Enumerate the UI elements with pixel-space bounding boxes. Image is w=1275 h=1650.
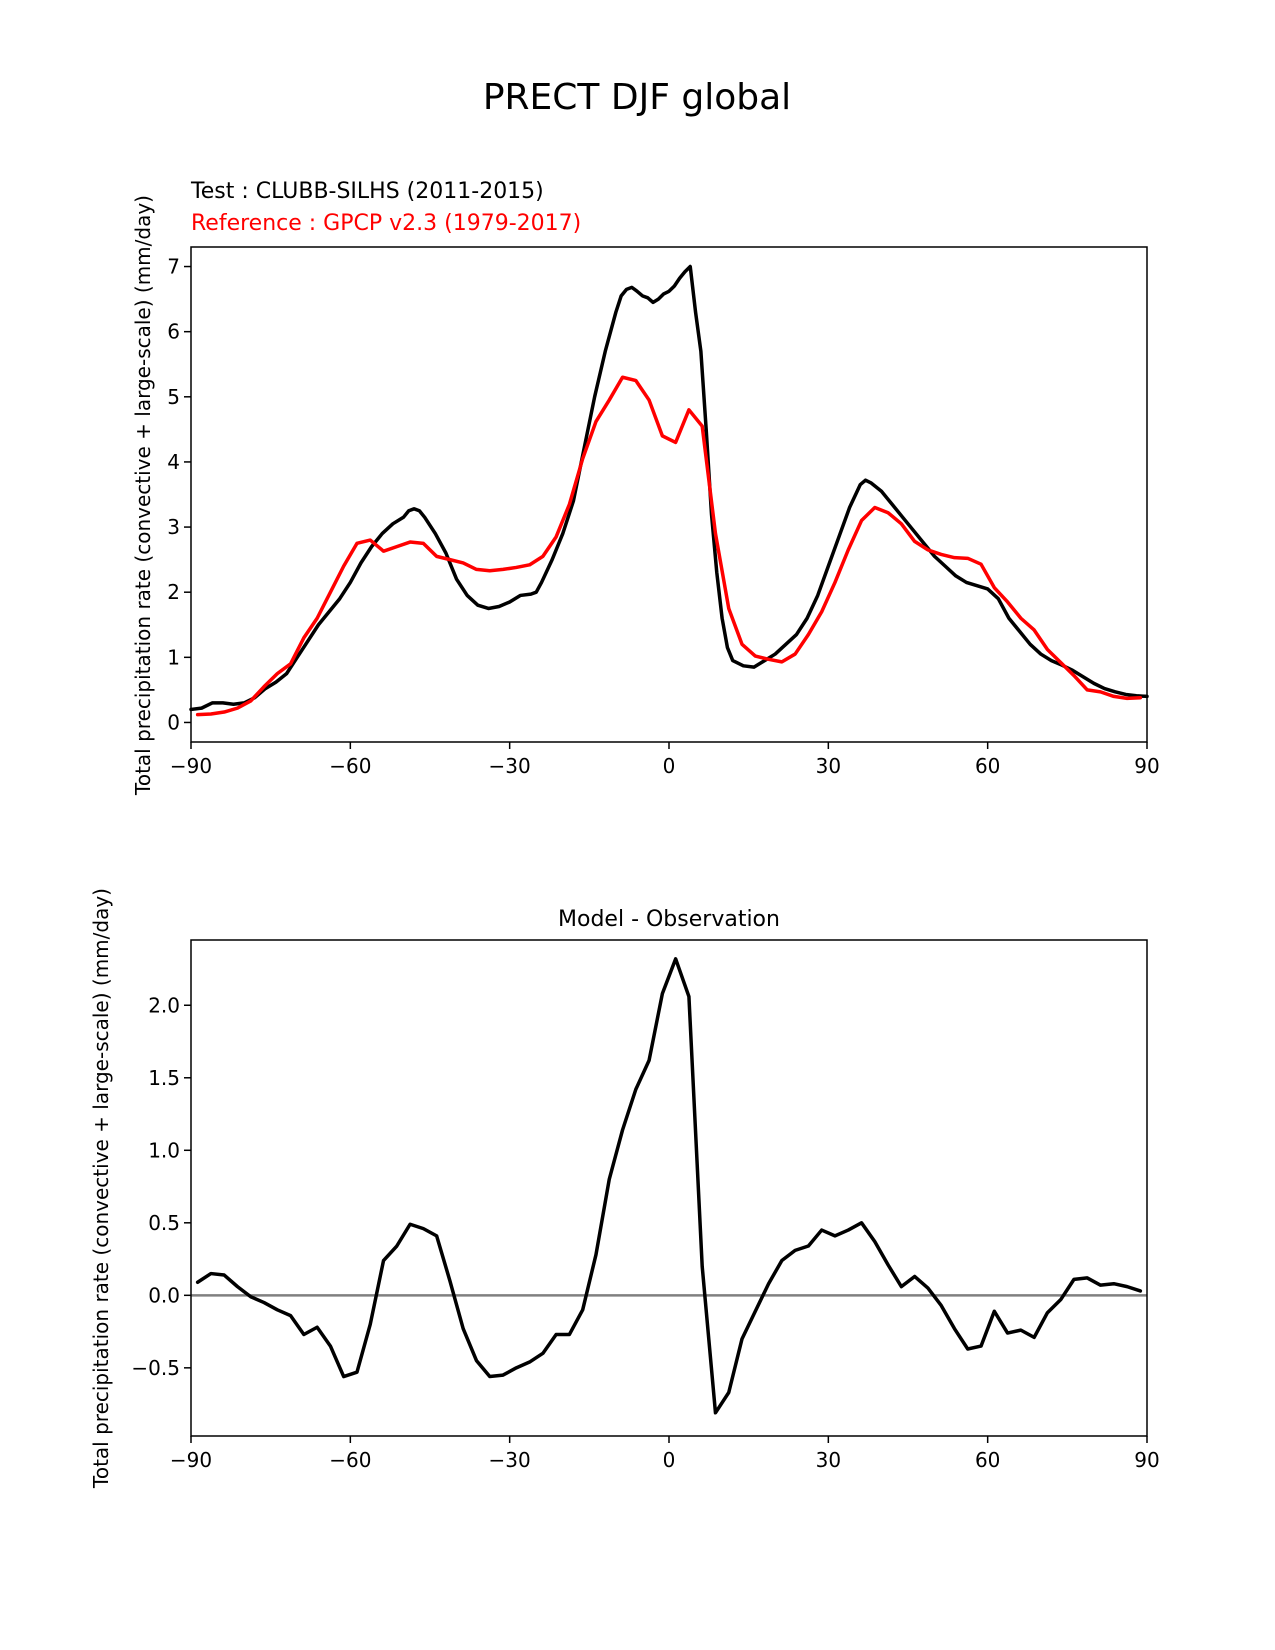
top-panel-reference-line (195, 375, 1143, 717)
bottom-panel-y-tick-label: 0.0 (148, 1283, 180, 1307)
top-panel-x-tick-label: 0 (663, 754, 676, 778)
top-panel-series-layer (189, 264, 1149, 717)
top-panel-x-tick-label: 60 (975, 754, 1000, 778)
bottom-panel-y-tick-label: 1.5 (148, 1066, 180, 1090)
top-panel-y-tick-label: 1 (167, 645, 180, 669)
bottom-panel-y-tick-label: 0.5 (148, 1211, 180, 1235)
bottom-panel-y-axis-label: Total precipitation rate (convective + l… (89, 888, 113, 1489)
bottom-panel-difference-line (195, 957, 1143, 1415)
top-panel-y-tick-label: 3 (167, 515, 180, 539)
top-panel-test-label: Test : CLUBB-SILHS (2011-2015) (190, 179, 544, 204)
top-panel-x-tick-label: 30 (816, 754, 841, 778)
bottom-panel: Model - Observation Total precipitation … (89, 888, 1160, 1489)
top-panel-y-tick-label: 7 (167, 255, 180, 279)
bottom-panel-x-tick-label: 30 (816, 1448, 841, 1472)
top-panel-y-tick-label: 6 (167, 320, 180, 344)
top-panel-x-tick-label: −90 (170, 754, 212, 778)
top-panel-y-tick-label: 0 (167, 710, 180, 734)
bottom-panel-x-tick-label: 90 (1134, 1448, 1159, 1472)
top-panel-y-tick-label: 2 (167, 580, 180, 604)
top-panel-ticks-layer: −90 −60 −30 0 30 60 90 0 1 2 3 4 5 6 7 (167, 255, 1159, 778)
bottom-panel-y-tick-label: 1.0 (148, 1138, 180, 1162)
top-panel-y-tick-label: 5 (167, 385, 180, 409)
bottom-panel-x-tick-label: −90 (170, 1448, 212, 1472)
top-panel-x-tick-label: −60 (329, 754, 371, 778)
bottom-panel-x-tick-label: −30 (489, 1448, 531, 1472)
bottom-panel-y-tick-label: 2.0 (148, 993, 180, 1017)
bottom-panel-series-layer (191, 957, 1147, 1415)
figure-title: PRECT DJF global (483, 77, 791, 118)
top-panel: Test : CLUBB-SILHS (2011-2015) Reference… (131, 179, 1160, 796)
top-panel-x-tick-label: 90 (1134, 754, 1159, 778)
top-panel-reference-label: Reference : GPCP v2.3 (1979-2017) (191, 211, 581, 236)
bottom-panel-ticks-layer: −90 −60 −30 0 30 60 90 −0.5 0.0 0.5 1.0 1.5 2.0 (131, 993, 1159, 1472)
top-panel-x-tick-label: −30 (489, 754, 531, 778)
bottom-panel-x-tick-label: −60 (329, 1448, 371, 1472)
top-panel-y-axis-label: Total precipitation rate (convective + l… (131, 195, 155, 796)
bottom-panel-frame (190, 939, 1148, 1437)
bottom-panel-title: Model - Observation (558, 907, 780, 932)
top-panel-test-line (189, 264, 1149, 712)
bottom-panel-x-tick-label: 0 (663, 1448, 676, 1472)
bottom-panel-y-tick-label: −0.5 (131, 1356, 180, 1380)
top-panel-y-tick-label: 4 (167, 450, 180, 474)
top-panel-frame (190, 246, 1148, 743)
bottom-panel-x-tick-label: 60 (975, 1448, 1000, 1472)
